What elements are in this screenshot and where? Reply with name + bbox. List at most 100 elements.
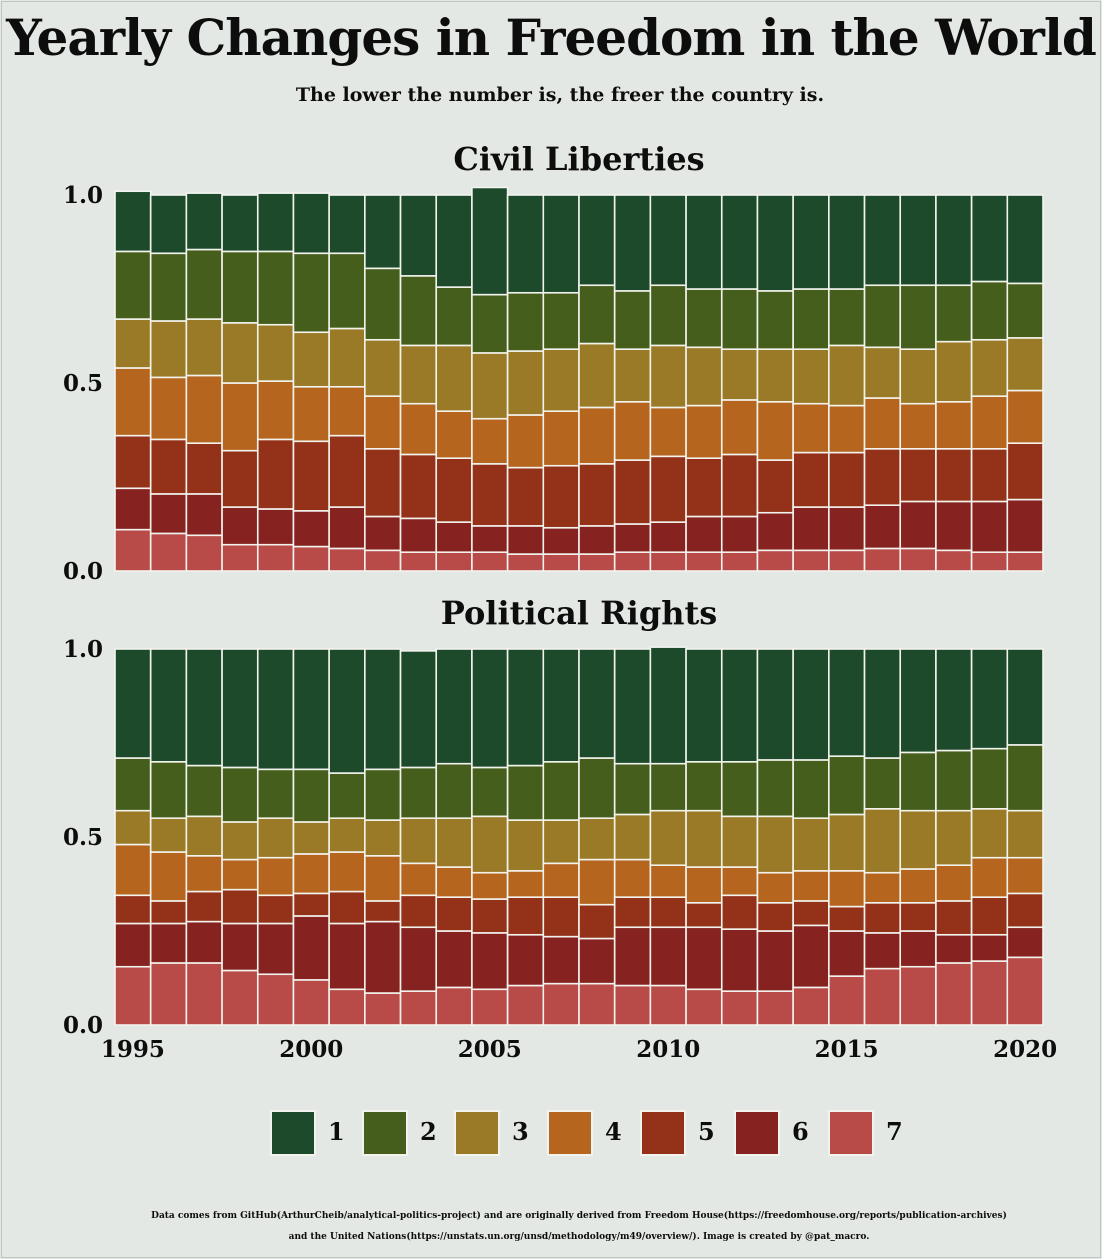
bar-segment-2014-level-7	[792, 986, 830, 1026]
bar-segment-2015-level-4	[828, 404, 866, 454]
bar-segment-2004-level-4	[435, 866, 473, 898]
bar-segment-2001-level-2	[328, 252, 366, 330]
panel-title-political-rights: Political Rights	[440, 594, 718, 632]
bar-segment-2012-level-3	[720, 348, 759, 401]
bar-segment-2015-level-1	[828, 648, 866, 757]
bar-segment-2018-level-2	[935, 284, 973, 343]
bar-segment-2019-level-6	[970, 933, 1009, 962]
bar-segment-2004-level-4	[435, 410, 473, 460]
bar-segment-2007-level-4	[542, 862, 580, 898]
bar-segment-1997-level-1	[185, 648, 223, 767]
bar-segment-2007-level-6	[542, 526, 580, 555]
bar-segment-1998-level-3	[221, 322, 259, 384]
bar-segment-2006-level-4	[506, 414, 545, 469]
bar-segment-2015-level-7	[828, 549, 866, 572]
bar-segment-2005-level-6	[471, 932, 509, 991]
bar-segment-2007-level-6	[542, 935, 580, 985]
bar-segment-2006-level-4	[506, 870, 545, 898]
bar-segment-2017-level-7	[899, 965, 937, 1026]
bar-segment-2012-level-6	[720, 515, 759, 553]
bar-segment-1998-level-5	[221, 449, 259, 508]
bar-segment-2009-level-2	[613, 762, 652, 816]
bar-segment-2016-level-7	[863, 547, 902, 572]
bar-segment-1996-level-2	[149, 252, 188, 322]
bar-segment-2012-level-1	[720, 194, 759, 290]
bar-segment-2002-level-3	[364, 338, 402, 397]
bar-segment-2012-level-3	[720, 815, 759, 868]
legend-label-6: 6	[792, 1117, 809, 1146]
bar-segment-2009-level-7	[613, 551, 652, 572]
bar-segment-2008-level-6	[578, 525, 616, 555]
bar-segment-2002-level-2	[364, 267, 402, 341]
bar-segment-2017-level-6	[899, 930, 937, 968]
bar-segment-2000-level-2	[292, 768, 330, 823]
bar-segment-2006-level-7	[506, 553, 545, 572]
legend-swatch-5	[640, 1110, 686, 1156]
bar-segment-2009-level-3	[613, 813, 652, 861]
bar-segment-2009-level-4	[613, 858, 652, 898]
bar-segment-1995-level-7	[114, 528, 152, 572]
bar-segment-2020-level-1	[1006, 194, 1044, 285]
bar-segment-2003-level-4	[399, 862, 438, 897]
bar-segment-2010-level-5	[649, 896, 687, 929]
bar-segment-2017-level-6	[899, 500, 937, 550]
bar-segment-2017-level-2	[899, 284, 937, 350]
bar-segment-1996-level-6	[149, 493, 188, 535]
bar-segment-2017-level-1	[899, 194, 937, 287]
bar-segment-1999-level-6	[256, 508, 295, 546]
bar-segment-2015-level-6	[828, 506, 866, 552]
bar-segment-2008-level-2	[578, 757, 616, 819]
bar-segment-2007-level-2	[542, 760, 580, 821]
bar-segment-2017-level-2	[899, 751, 937, 812]
bar-segment-2010-level-7	[649, 551, 687, 572]
bar-segment-2002-level-7	[364, 549, 402, 572]
bar-segment-1996-level-7	[149, 962, 188, 1026]
legend-label-5: 5	[698, 1117, 715, 1146]
bar-segment-2004-level-2	[435, 286, 473, 347]
bar-segment-1996-level-2	[149, 760, 188, 819]
bar-segment-2003-level-3	[399, 817, 438, 865]
x-tick-label: 2000	[279, 1036, 343, 1063]
bar-segment-1998-level-4	[221, 858, 259, 891]
bar-segment-2014-level-7	[792, 549, 830, 572]
bar-segment-2017-level-3	[899, 809, 937, 870]
bar-segment-2010-level-6	[649, 926, 687, 987]
bar-segment-2006-level-6	[506, 933, 545, 987]
bar-segment-2005-level-7	[471, 551, 509, 572]
bar-segment-1999-level-4	[256, 380, 295, 441]
chart-subtitle: The lower the number is, the freer the c…	[295, 84, 825, 106]
bar-segment-1999-level-7	[256, 543, 295, 572]
bar-segment-2011-level-6	[685, 515, 723, 553]
bar-segment-2008-level-4	[578, 858, 616, 906]
bar-segment-2016-level-1	[863, 194, 902, 287]
bar-segment-2011-level-1	[685, 648, 723, 763]
bar-segment-2016-level-5	[863, 447, 902, 506]
bar-segment-2020-level-6	[1006, 926, 1044, 959]
bar-segment-2008-level-7	[578, 553, 616, 572]
bar-segment-2000-level-4	[292, 853, 330, 895]
bar-segment-2005-level-1	[471, 648, 509, 769]
bar-segment-2014-level-2	[792, 288, 830, 350]
bar-segment-2003-level-3	[399, 344, 438, 405]
bar-segment-2002-level-4	[364, 395, 402, 450]
bar-segment-2018-level-6	[935, 500, 973, 552]
bar-segment-1997-level-3	[185, 318, 223, 377]
bar-segment-2009-level-6	[613, 523, 652, 554]
bar-segment-2001-level-3	[328, 817, 366, 853]
bar-segment-2005-level-4	[471, 417, 509, 465]
bar-segment-2001-level-6	[328, 506, 366, 550]
footer-line-2: and the United Nations(https://unstats.u…	[288, 1232, 870, 1242]
bar-segment-2004-level-5	[435, 896, 473, 932]
bar-segment-1999-level-7	[256, 973, 295, 1026]
bar-segment-2009-level-6	[613, 926, 652, 987]
bar-segment-2010-level-4	[649, 864, 687, 898]
bar-segment-2013-level-5	[756, 459, 794, 514]
bar-segment-1996-level-5	[149, 900, 188, 925]
bar-segment-2007-level-5	[542, 464, 580, 529]
bar-segment-1997-level-5	[185, 442, 223, 495]
bar-segment-2006-level-6	[506, 525, 545, 555]
bar-segment-2009-level-2	[613, 290, 652, 350]
bar-segment-1996-level-4	[149, 376, 188, 441]
bar-segment-2009-level-1	[613, 194, 652, 292]
bar-segment-1995-level-2	[114, 250, 152, 320]
